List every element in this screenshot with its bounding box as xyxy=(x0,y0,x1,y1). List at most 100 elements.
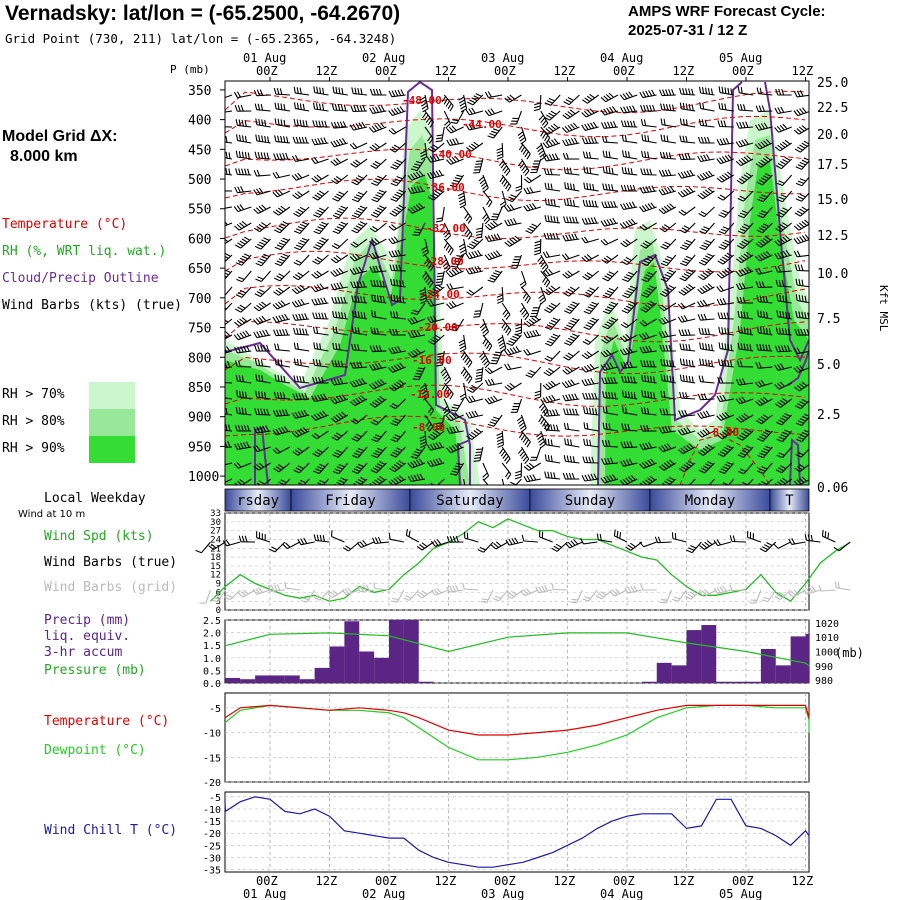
model-grid-value: 8.000 km xyxy=(10,148,78,165)
wind-barb xyxy=(543,168,561,176)
wind-barb xyxy=(794,264,809,272)
wind-barb xyxy=(583,317,600,331)
wind-barb xyxy=(349,121,368,131)
wind-barb xyxy=(225,286,233,297)
wind-barb xyxy=(563,94,580,106)
wind-barb xyxy=(658,425,676,434)
wind-barb xyxy=(659,284,677,297)
wind-barb xyxy=(601,201,619,209)
wind-barb xyxy=(602,286,619,299)
wind-barb xyxy=(755,281,773,289)
wind-barb xyxy=(311,430,329,440)
wind-barb xyxy=(581,378,599,387)
weekday-label: T xyxy=(785,493,794,509)
wind-barb xyxy=(293,342,310,352)
wind-barb xyxy=(775,222,793,233)
wind-barb-true xyxy=(282,541,301,550)
wind-barb-true xyxy=(747,531,762,543)
wind-barb xyxy=(254,286,271,298)
isotherm-label: -44.00 xyxy=(462,118,502,131)
wind-barb xyxy=(716,411,735,421)
precip-bar xyxy=(329,646,345,683)
wind-barb xyxy=(523,186,541,195)
wind-barb xyxy=(465,249,484,260)
wind-barb-true xyxy=(269,541,286,553)
wind-barb xyxy=(518,142,531,160)
wind-barb xyxy=(561,122,580,133)
wind-barb xyxy=(274,102,290,112)
wind-barb xyxy=(274,118,290,128)
wind-barb xyxy=(621,390,638,400)
p-tick-label: 750 xyxy=(188,322,211,337)
isotherm xyxy=(225,178,805,202)
wind-barb xyxy=(291,426,310,438)
precip-bar xyxy=(389,620,404,683)
wind-barb xyxy=(563,333,580,346)
wind-barb xyxy=(389,264,406,272)
wind-barb xyxy=(235,150,252,160)
wind-barb xyxy=(660,269,677,283)
wind-barb xyxy=(737,326,754,336)
wind-barb xyxy=(459,382,467,401)
wind-barb xyxy=(332,446,349,458)
wind-barb xyxy=(254,478,271,485)
wind-barb xyxy=(795,192,809,202)
wind-barb xyxy=(312,254,329,265)
precip-bar xyxy=(255,675,270,683)
time-tick-label-bottom: 00Z xyxy=(732,874,754,888)
wind-barb xyxy=(234,424,252,432)
wind-barb xyxy=(679,254,696,267)
wind-barb xyxy=(561,379,580,389)
wind-barb xyxy=(677,169,696,179)
wind-barb xyxy=(543,285,561,296)
wind-barb xyxy=(487,270,503,283)
wind-barb xyxy=(519,302,530,321)
wind-barb xyxy=(466,382,484,393)
wind-barb xyxy=(274,358,290,368)
wind-barb-grid xyxy=(640,583,657,591)
wind-barb-true xyxy=(446,535,464,543)
wind-ytick-label: 3 xyxy=(216,597,221,607)
wind-barb xyxy=(499,190,507,209)
wind-barb xyxy=(529,446,542,461)
wind-barb xyxy=(466,428,484,440)
date-tick-label-bottom: 01 Aug xyxy=(243,887,286,900)
wind-barb xyxy=(544,471,561,480)
windchill-line xyxy=(224,796,810,868)
wind-barb xyxy=(776,446,793,459)
wind-barb xyxy=(717,312,734,320)
wind-barb xyxy=(225,168,233,176)
wind-barb xyxy=(235,302,252,313)
wind-barb xyxy=(544,214,561,224)
wind-barb xyxy=(510,398,523,413)
wind-barb xyxy=(484,250,503,261)
wind-barb xyxy=(225,126,233,128)
wind-barb xyxy=(272,446,291,455)
wind-barb xyxy=(292,270,310,281)
wind-barb xyxy=(639,458,657,469)
wind-barb xyxy=(407,185,426,195)
wind-barb xyxy=(795,294,809,304)
height-tick-label: 10.0 xyxy=(817,267,848,282)
wind-barb-true xyxy=(686,541,702,554)
wind-barb-true xyxy=(564,539,583,549)
wind-barb xyxy=(718,86,734,96)
windchill-ytick-label: -20 xyxy=(203,829,221,840)
wind-barb-true xyxy=(371,536,390,545)
wind-barb-grid xyxy=(698,589,717,598)
isotherm xyxy=(225,415,806,437)
wind-barb xyxy=(450,462,465,476)
wind-barb xyxy=(698,86,715,96)
wind-barb xyxy=(793,364,809,373)
wind-barb xyxy=(225,331,233,340)
wind-barb xyxy=(658,302,677,312)
time-tick-label-bottom: 12Z xyxy=(554,874,576,888)
wind-barb xyxy=(544,423,561,432)
wind-barb xyxy=(757,206,773,219)
wind-barb-grid xyxy=(506,589,524,599)
wind-barb xyxy=(678,329,696,337)
wind-barb-true xyxy=(773,541,791,549)
wind-barb-grid xyxy=(672,589,687,602)
wind-barb xyxy=(370,461,387,474)
